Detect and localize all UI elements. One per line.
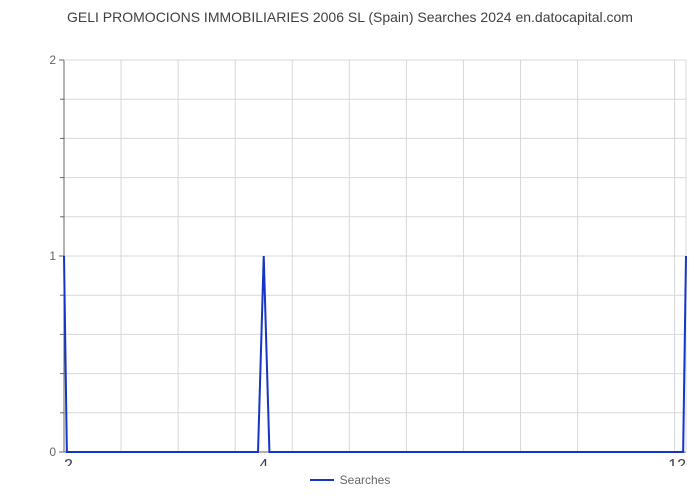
legend-swatch xyxy=(310,479,334,481)
svg-text:2: 2 xyxy=(64,457,73,466)
svg-text:2: 2 xyxy=(49,53,56,67)
legend-item-searches: Searches xyxy=(310,473,391,487)
line-chart: 0122412201420152016201720182019202020212… xyxy=(12,26,688,466)
chart-title: GELI PROMOCIONS IMMOBILIARIES 2006 SL (S… xyxy=(12,8,688,26)
svg-text:0: 0 xyxy=(49,445,56,459)
chart-title-line: GELI PROMOCIONS IMMOBILIARIES 2006 SL (S… xyxy=(12,8,688,26)
legend: Searches xyxy=(12,470,688,487)
svg-text:4: 4 xyxy=(259,457,268,466)
legend-label: Searches xyxy=(340,473,391,487)
svg-text:1: 1 xyxy=(49,249,56,263)
chart-container: GELI PROMOCIONS IMMOBILIARIES 2006 SL (S… xyxy=(0,0,700,500)
svg-text:12: 12 xyxy=(668,457,686,466)
